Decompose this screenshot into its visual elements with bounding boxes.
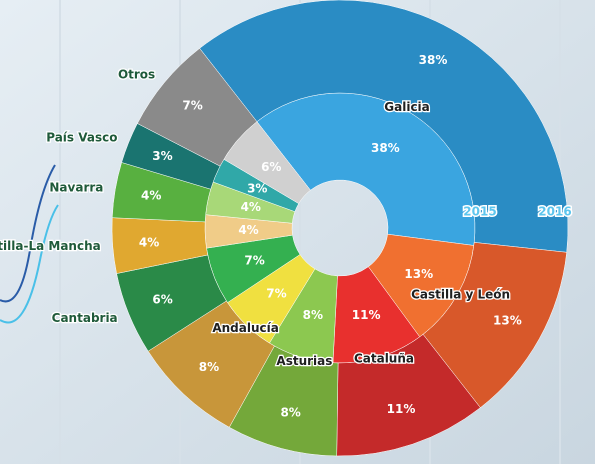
value-label: 13% (493, 314, 522, 328)
category-label: País Vasco (46, 131, 117, 145)
value-label: 8% (303, 308, 323, 322)
value-label: 13% (404, 267, 433, 281)
value-label: 7% (266, 286, 286, 300)
donut-slice (137, 47, 258, 167)
category-label: Castilla y León (411, 288, 510, 302)
value-label: 7% (182, 98, 202, 112)
decor-line (0, 204, 59, 324)
category-label: Asturias (276, 354, 332, 368)
value-label: 4% (139, 235, 159, 249)
value-label: 38% (419, 53, 448, 67)
value-label: 4% (141, 188, 161, 202)
category-label: Navarra (49, 180, 103, 194)
value-label: 6% (261, 160, 281, 174)
value-label: 4% (241, 200, 261, 214)
value-label: 6% (152, 293, 172, 307)
category-label: Andalucía (212, 321, 279, 335)
value-label: 4% (238, 223, 258, 237)
value-label: 8% (199, 360, 219, 374)
value-label: 3% (152, 149, 172, 163)
category-label: Galicia (384, 100, 430, 114)
series-label: 2016 (538, 205, 571, 219)
value-label: 38% (371, 141, 400, 155)
category-label: Cantabria (52, 311, 118, 325)
value-label: 8% (280, 406, 300, 420)
donut-slice (199, 0, 569, 253)
category-label: Cataluña (354, 351, 414, 365)
value-label: 7% (244, 253, 264, 267)
value-label: 3% (247, 181, 267, 195)
value-label: 11% (352, 308, 381, 322)
category-label: Otros (118, 67, 155, 81)
decor-line (0, 164, 56, 303)
category-label: Castilla-La Mancha (0, 239, 101, 253)
series-label: 2015 (463, 205, 496, 219)
value-label: 11% (387, 402, 416, 416)
